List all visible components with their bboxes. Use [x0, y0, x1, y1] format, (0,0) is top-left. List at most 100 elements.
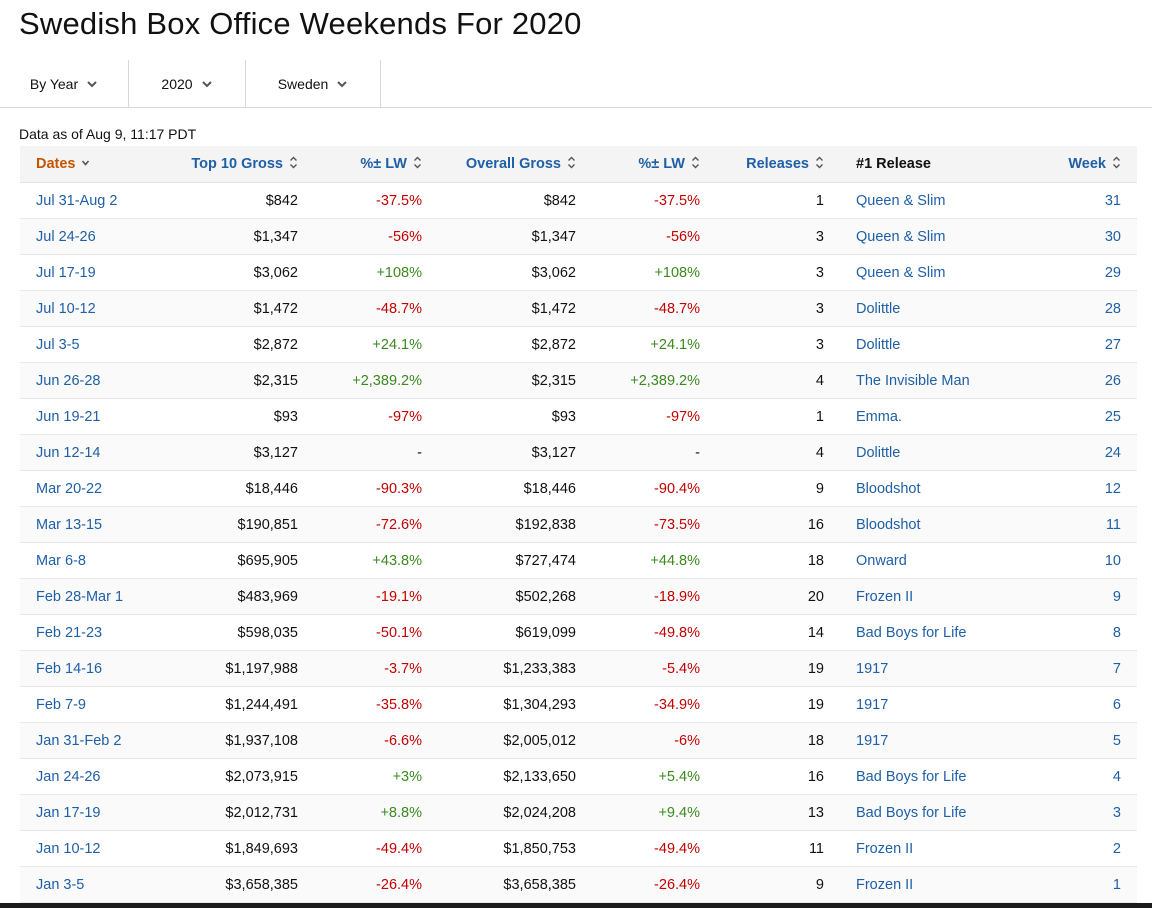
- cell-week[interactable]: 6: [1030, 686, 1137, 723]
- cell-releases: 18: [716, 722, 840, 759]
- filter-year-dropdown[interactable]: 2020: [129, 60, 246, 107]
- cell-week[interactable]: 12: [1030, 470, 1137, 507]
- table-row: Jul 31-Aug 2 $842 -37.5% $842 -37.5% 1 Queen &…: [20, 182, 1137, 219]
- cell-dates[interactable]: Jan 24-26: [20, 758, 160, 795]
- cell-dates[interactable]: Feb 14-16: [20, 650, 160, 687]
- cell-week[interactable]: 27: [1030, 326, 1137, 363]
- cell-dates[interactable]: Jun 19-21: [20, 398, 160, 435]
- cell-week[interactable]: 29: [1030, 254, 1137, 291]
- cell-week[interactable]: 1: [1030, 866, 1137, 903]
- cell-dates[interactable]: Jan 3-5: [20, 866, 160, 903]
- cell-top-release[interactable]: Bad Boys for Life: [840, 614, 1030, 651]
- cell-week[interactable]: 30: [1030, 218, 1137, 255]
- cell-top-release[interactable]: Frozen II: [840, 578, 1030, 615]
- cell-top-release[interactable]: Dolittle: [840, 434, 1030, 471]
- cell-dates[interactable]: Mar 13-15: [20, 506, 160, 543]
- cell-top-release[interactable]: Dolittle: [840, 326, 1030, 363]
- cell-dates[interactable]: Jul 17-19: [20, 254, 160, 291]
- cell-top-release[interactable]: Bad Boys for Life: [840, 794, 1030, 831]
- cell-lw-change-overall: -26.4%: [592, 866, 716, 903]
- header-dates[interactable]: Dates: [20, 146, 160, 183]
- cell-dates[interactable]: Feb 28-Mar 1: [20, 578, 160, 615]
- cell-top-release[interactable]: Dolittle: [840, 290, 1030, 327]
- cell-dates[interactable]: Jun 26-28: [20, 362, 160, 399]
- cell-releases: 9: [716, 470, 840, 507]
- header-overall-gross[interactable]: Overall Gross: [438, 146, 592, 183]
- cell-top10-gross: $3,127: [160, 434, 314, 471]
- cell-dates[interactable]: Jan 17-19: [20, 794, 160, 831]
- header-week[interactable]: Week: [1030, 146, 1137, 183]
- cell-top-release[interactable]: 1917: [840, 650, 1030, 687]
- cell-releases: 19: [716, 650, 840, 687]
- filter-label: 2020: [161, 75, 193, 92]
- cell-dates[interactable]: Jan 10-12: [20, 830, 160, 867]
- cell-lw-change-overall: -49.8%: [592, 614, 716, 651]
- cell-top10-gross: $3,658,385: [160, 866, 314, 903]
- cell-top10-gross: $2,872: [160, 326, 314, 363]
- cell-dates[interactable]: Jan 31-Feb 2: [20, 722, 160, 759]
- header-lw-change-overall[interactable]: %± LW: [592, 146, 716, 183]
- header-label: Dates: [36, 156, 76, 172]
- cell-dates[interactable]: Feb 7-9: [20, 686, 160, 723]
- bottom-edge-bar: [0, 903, 1152, 908]
- cell-top-release[interactable]: Queen & Slim: [840, 182, 1030, 219]
- filter-country-dropdown[interactable]: Sweden: [246, 60, 381, 107]
- cell-dates[interactable]: Jul 10-12: [20, 290, 160, 327]
- cell-week[interactable]: 28: [1030, 290, 1137, 327]
- header-lw-change-top10[interactable]: %± LW: [314, 146, 438, 183]
- cell-top10-gross: $18,446: [160, 470, 314, 507]
- cell-lw-change-top10: -19.1%: [314, 578, 438, 615]
- header-releases[interactable]: Releases: [716, 146, 840, 183]
- cell-week[interactable]: 9: [1030, 578, 1137, 615]
- cell-top10-gross: $695,905: [160, 542, 314, 579]
- cell-top-release[interactable]: Queen & Slim: [840, 254, 1030, 291]
- cell-lw-change-overall: -48.7%: [592, 290, 716, 327]
- cell-dates[interactable]: Mar 20-22: [20, 470, 160, 507]
- cell-week[interactable]: 5: [1030, 722, 1137, 759]
- header-top10-gross[interactable]: Top 10 Gross: [160, 146, 314, 183]
- cell-overall-gross: $1,472: [438, 290, 592, 327]
- cell-week[interactable]: 26: [1030, 362, 1137, 399]
- filter-by-year-dropdown[interactable]: By Year: [0, 60, 129, 107]
- cell-top-release[interactable]: Bad Boys for Life: [840, 758, 1030, 795]
- cell-top-release[interactable]: Emma.: [840, 398, 1030, 435]
- cell-lw-change-top10: +2,389.2%: [314, 362, 438, 399]
- cell-dates[interactable]: Jun 12-14: [20, 434, 160, 471]
- cell-top10-gross: $93: [160, 398, 314, 435]
- table-row: Jan 31-Feb 2 $1,937,108 -6.6% $2,005,012 -6%…: [20, 722, 1137, 759]
- cell-overall-gross: $3,062: [438, 254, 592, 291]
- cell-top-release[interactable]: Queen & Slim: [840, 218, 1030, 255]
- cell-top-release[interactable]: 1917: [840, 686, 1030, 723]
- cell-week[interactable]: 2: [1030, 830, 1137, 867]
- cell-top-release[interactable]: Frozen II: [840, 866, 1030, 903]
- cell-dates[interactable]: Jul 24-26: [20, 218, 160, 255]
- cell-top-release[interactable]: The Invisible Man: [840, 362, 1030, 399]
- cell-week[interactable]: 10: [1030, 542, 1137, 579]
- cell-dates[interactable]: Jul 31-Aug 2: [20, 182, 160, 219]
- cell-dates[interactable]: Jul 3-5: [20, 326, 160, 363]
- cell-top10-gross: $483,969: [160, 578, 314, 615]
- cell-dates[interactable]: Mar 6-8: [20, 542, 160, 579]
- cell-top-release[interactable]: Frozen II: [840, 830, 1030, 867]
- cell-dates[interactable]: Feb 21-23: [20, 614, 160, 651]
- cell-week[interactable]: 24: [1030, 434, 1137, 471]
- sort-icon: [414, 156, 421, 169]
- cell-week[interactable]: 7: [1030, 650, 1137, 687]
- cell-week[interactable]: 3: [1030, 794, 1137, 831]
- cell-overall-gross: $1,233,383: [438, 650, 592, 687]
- cell-lw-change-overall: +44.8%: [592, 542, 716, 579]
- cell-lw-change-overall: -37.5%: [592, 182, 716, 219]
- cell-week[interactable]: 25: [1030, 398, 1137, 435]
- cell-week[interactable]: 11: [1030, 506, 1137, 543]
- cell-lw-change-overall: -73.5%: [592, 506, 716, 543]
- cell-top-release[interactable]: Bloodshot: [840, 506, 1030, 543]
- cell-top-release[interactable]: Onward: [840, 542, 1030, 579]
- cell-releases: 13: [716, 794, 840, 831]
- cell-week[interactable]: 4: [1030, 758, 1137, 795]
- cell-top-release[interactable]: 1917: [840, 722, 1030, 759]
- cell-week[interactable]: 8: [1030, 614, 1137, 651]
- cell-lw-change-top10: -49.4%: [314, 830, 438, 867]
- cell-top-release[interactable]: Bloodshot: [840, 470, 1030, 507]
- cell-week[interactable]: 31: [1030, 182, 1137, 219]
- cell-lw-change-overall: -97%: [592, 398, 716, 435]
